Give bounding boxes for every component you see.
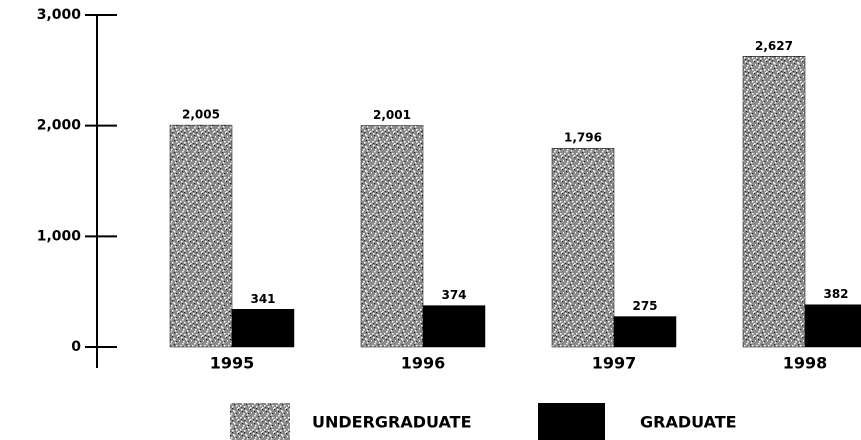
y-tick-label: 1,000	[37, 228, 82, 244]
legend-swatch	[230, 403, 290, 440]
y-tick-label: 2,000	[37, 118, 82, 134]
bar	[804, 304, 861, 348]
value-label: 382	[823, 287, 848, 301]
bar	[169, 124, 233, 348]
x-tick-label: 1998	[783, 354, 828, 373]
value-label: 341	[250, 292, 275, 306]
x-tick-label: 1995	[210, 354, 255, 373]
bar	[231, 309, 295, 348]
bar	[360, 125, 424, 348]
bar	[613, 316, 677, 348]
x-tick-label: 1996	[401, 354, 446, 373]
bar	[742, 56, 806, 348]
y-tick-label: 3,000	[37, 7, 82, 23]
legend-label: GRADUATE	[640, 413, 737, 432]
y-tick-label: 0	[71, 339, 81, 355]
value-label: 2,001	[373, 108, 411, 122]
bar	[422, 305, 486, 348]
legend-swatch	[538, 403, 605, 440]
value-label: 275	[632, 299, 657, 313]
value-label: 2,005	[182, 108, 220, 122]
value-label: 1,796	[564, 131, 602, 145]
legend-label: UNDERGRADUATE	[312, 413, 472, 432]
bar	[551, 147, 615, 348]
value-label: 2,627	[755, 39, 793, 53]
x-tick-label: 1997	[592, 354, 637, 373]
value-label: 374	[441, 288, 466, 302]
